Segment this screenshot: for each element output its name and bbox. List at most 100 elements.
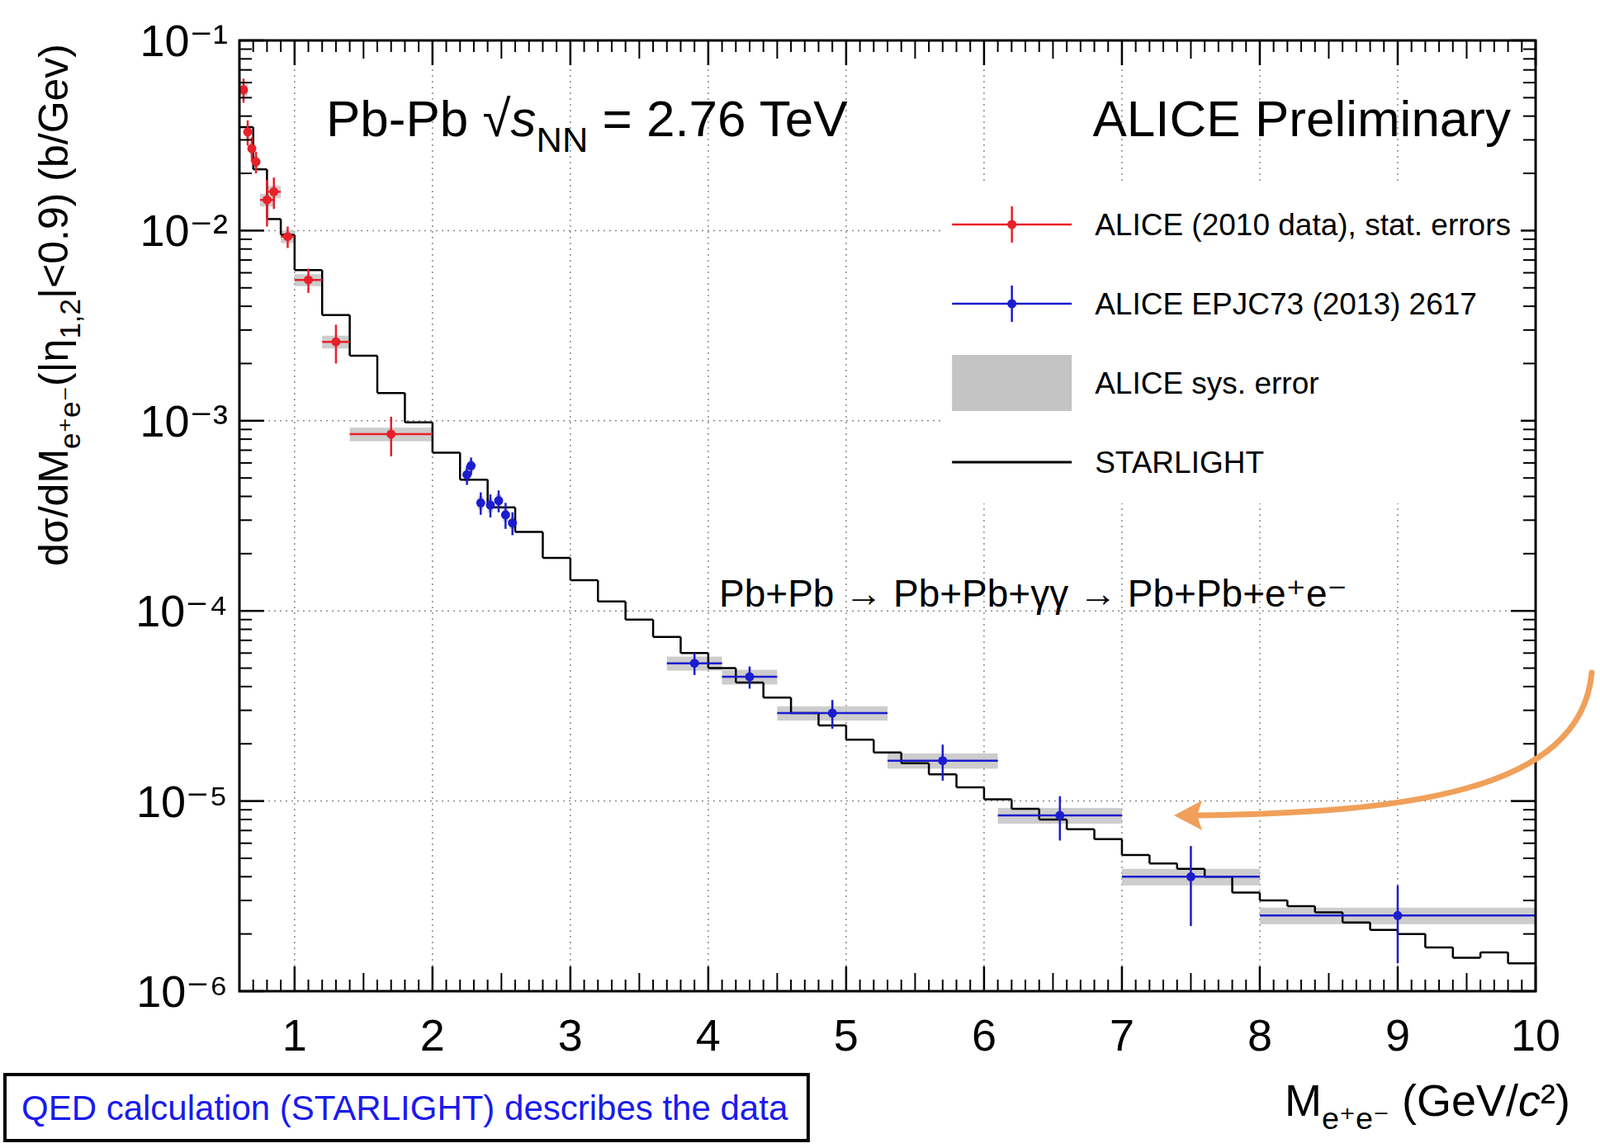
x-tick-label: 7 xyxy=(1109,1010,1135,1061)
minor-tick xyxy=(624,40,627,53)
minor-tick xyxy=(239,553,252,555)
minor-tick xyxy=(1107,40,1109,53)
legend-label: ALICE sys. error xyxy=(1094,366,1319,401)
grid-line xyxy=(983,40,985,992)
step-riser xyxy=(707,653,711,668)
minor-tick xyxy=(610,40,613,53)
minor-tick xyxy=(321,40,323,53)
x-tick xyxy=(431,966,435,992)
data-point xyxy=(269,187,279,197)
minor-tick xyxy=(1523,875,1536,878)
minor-tick xyxy=(239,629,252,631)
x-tick xyxy=(569,966,573,992)
x-tick-label: 6 xyxy=(971,1010,997,1061)
minor-tick xyxy=(1523,115,1536,118)
minor-tick xyxy=(1300,979,1302,992)
minor-tick xyxy=(804,40,806,53)
x-tick xyxy=(1534,966,1538,992)
grid-line xyxy=(293,40,296,992)
step-riser xyxy=(679,637,682,654)
minor-tick xyxy=(1523,842,1536,845)
minor-tick xyxy=(1523,57,1536,60)
text-part: s xyxy=(511,89,537,147)
minor-tick xyxy=(1452,40,1454,53)
sys-error-box xyxy=(294,274,322,287)
minor-tick xyxy=(1231,40,1234,53)
minor-tick xyxy=(1051,973,1054,992)
step-riser xyxy=(1037,809,1041,820)
minor-tick xyxy=(1355,40,1358,53)
minor-tick xyxy=(1520,40,1523,53)
text-part: (GeV/ xyxy=(1389,1075,1519,1126)
minor-tick xyxy=(817,979,819,992)
step-riser xyxy=(1010,800,1014,810)
minor-tick xyxy=(1024,40,1027,53)
minor-tick xyxy=(239,48,252,51)
step-riser xyxy=(431,422,435,454)
minor-tick xyxy=(1493,979,1496,992)
step-segment xyxy=(625,618,654,621)
minor-tick xyxy=(239,438,252,441)
minor-tick xyxy=(555,40,558,53)
x-tick xyxy=(983,40,986,66)
step-riser xyxy=(321,269,324,315)
step-segment xyxy=(1453,956,1481,960)
minor-tick xyxy=(487,40,489,53)
minor-tick xyxy=(335,979,337,992)
text-part: (|η xyxy=(30,339,77,387)
y-tick xyxy=(239,800,265,803)
x-axis-title: Me⁺e⁻ (GeV/c²) xyxy=(1284,1075,1571,1137)
grid-line xyxy=(569,40,572,992)
minor-tick xyxy=(1523,652,1536,654)
step-riser xyxy=(927,763,931,776)
minor-tick xyxy=(1300,40,1302,53)
data-point xyxy=(239,85,249,95)
step-riser xyxy=(348,315,351,356)
minor-tick xyxy=(239,652,252,654)
text-part: Pb-Pb √ xyxy=(326,89,512,147)
minor-tick xyxy=(1327,973,1330,992)
minor-tick xyxy=(1523,287,1536,289)
minor-tick xyxy=(1523,553,1536,555)
minor-tick xyxy=(1382,979,1385,992)
step-segment xyxy=(901,762,929,766)
legend-symbol xyxy=(1007,220,1017,230)
step-riser xyxy=(1341,912,1345,923)
arrow xyxy=(1195,672,1592,816)
data-point xyxy=(262,195,272,205)
minor-tick xyxy=(1523,477,1536,479)
step-riser xyxy=(541,532,545,559)
minor-tick xyxy=(1217,40,1220,53)
minor-tick xyxy=(1065,40,1068,53)
x-tick xyxy=(1259,966,1262,992)
minor-tick xyxy=(362,973,365,992)
minor-tick xyxy=(445,40,448,53)
minor-tick xyxy=(1286,979,1288,992)
x-tick xyxy=(1121,40,1124,66)
step-segment xyxy=(432,451,460,455)
minor-tick xyxy=(1244,40,1247,53)
minor-tick xyxy=(239,875,252,878)
minor-tick xyxy=(596,40,599,53)
minor-tick xyxy=(1038,979,1041,992)
minor-tick xyxy=(1341,40,1344,53)
step-segment xyxy=(404,421,432,425)
step-segment xyxy=(873,752,901,755)
minor-tick xyxy=(1523,305,1536,308)
y-tick xyxy=(239,610,265,613)
text-part: M xyxy=(1284,1075,1322,1126)
minor-tick xyxy=(528,40,531,53)
minor-tick xyxy=(1523,899,1536,902)
minor-tick xyxy=(693,40,696,53)
minor-tick xyxy=(1148,979,1151,992)
minor-tick xyxy=(239,172,252,175)
minor-tick xyxy=(776,40,778,59)
minor-tick xyxy=(1523,449,1536,451)
minor-tick xyxy=(1203,979,1206,992)
step-riser xyxy=(1230,876,1234,893)
minor-tick xyxy=(1523,138,1536,141)
step-riser xyxy=(734,668,738,683)
step-riser xyxy=(1121,839,1124,856)
minor-tick xyxy=(1523,809,1536,811)
step-riser xyxy=(1065,819,1069,830)
